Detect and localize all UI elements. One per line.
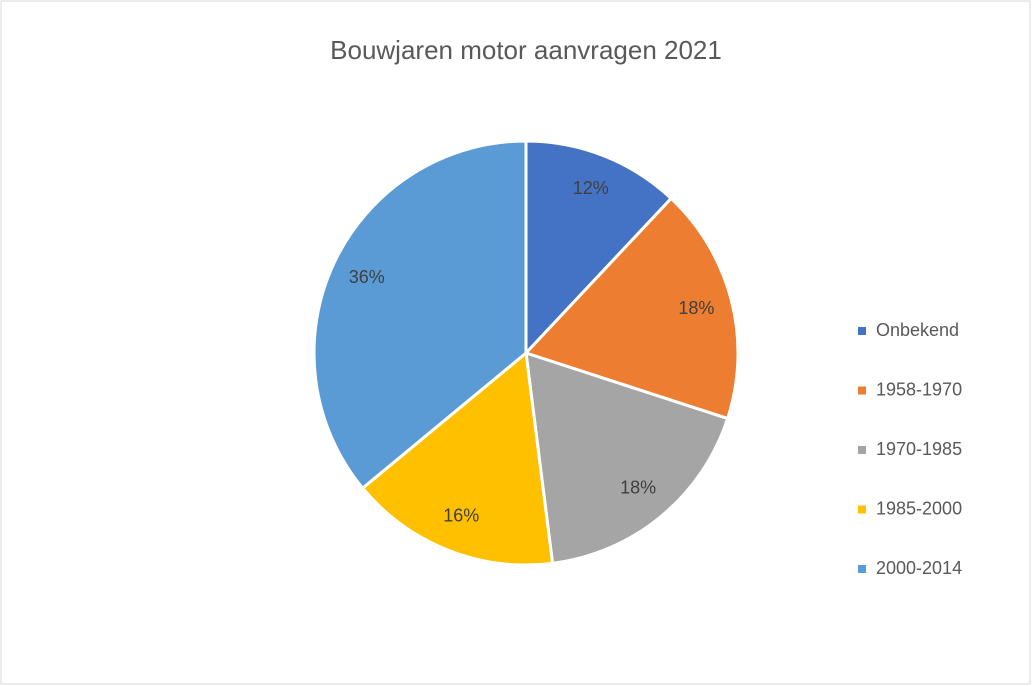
pie-slice xyxy=(312,139,528,491)
data-label: 16% xyxy=(443,505,479,525)
pie-slice xyxy=(524,350,730,566)
legend-label: 1958-1970 xyxy=(876,379,962,399)
legend-label: 1970-1985 xyxy=(876,439,962,459)
legend-marker xyxy=(858,446,866,454)
chart-title: Bouwjaren motor aanvragen 2021 xyxy=(330,35,722,65)
pie-slice xyxy=(360,350,555,567)
legend-marker xyxy=(858,505,866,514)
legend-marker xyxy=(858,565,866,573)
legend-marker xyxy=(858,327,866,335)
pie-slice xyxy=(524,139,674,357)
data-label: 36% xyxy=(349,267,385,287)
data-label: 18% xyxy=(620,477,656,497)
pie-slice xyxy=(523,196,740,421)
legend-marker xyxy=(858,386,866,395)
data-label: 18% xyxy=(678,298,714,318)
legend-label: 1985-2000 xyxy=(876,498,962,518)
legend-label: 2000-2014 xyxy=(876,558,962,578)
legend-label: Onbekend xyxy=(876,320,959,340)
data-label: 12% xyxy=(573,178,609,198)
